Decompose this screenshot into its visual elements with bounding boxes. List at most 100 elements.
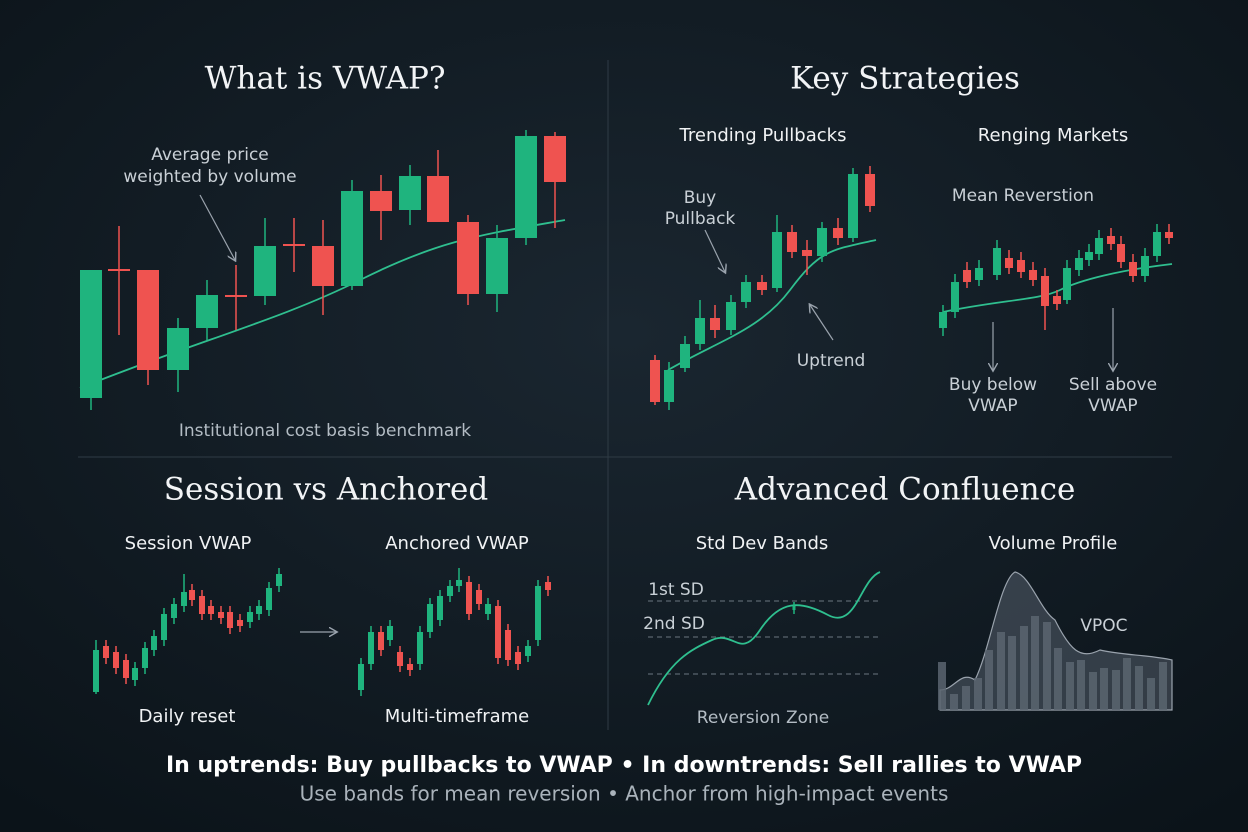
- annotation: Pullback: [665, 209, 736, 229]
- panel-title: Key Strategies: [790, 61, 1020, 97]
- candle-body: [266, 588, 272, 610]
- candle-body: [476, 590, 482, 604]
- candle-body: [368, 632, 374, 664]
- candle-body: [545, 582, 551, 590]
- candle-body: [695, 318, 705, 344]
- candle-body: [80, 270, 102, 398]
- subtitle: Renging Markets: [978, 125, 1128, 146]
- candle-body: [247, 612, 253, 622]
- candle-body: [1029, 270, 1037, 280]
- arrow: [199, 194, 235, 260]
- candle-body: [407, 664, 413, 670]
- candle-body: [680, 344, 690, 368]
- candle-body: [757, 282, 767, 290]
- candle-body: [254, 246, 276, 296]
- candle-body: [457, 222, 479, 294]
- candle-body: [1085, 252, 1093, 260]
- candle-body: [772, 232, 782, 288]
- candle-body: [387, 626, 393, 640]
- candle-body: [993, 248, 1001, 275]
- candle-body: [378, 632, 384, 650]
- candle-body: [535, 586, 541, 640]
- candle-body: [358, 664, 364, 690]
- candle-body: [181, 592, 187, 606]
- candle-body: [1153, 232, 1161, 256]
- candle-body: [276, 574, 282, 586]
- vwap-line: [647, 571, 881, 706]
- band-label: 1st SD: [648, 580, 704, 600]
- illustrations: [79, 130, 1173, 711]
- panel-title: Advanced Confluence: [734, 472, 1076, 508]
- candle-body: [525, 646, 531, 656]
- candle-body: [515, 136, 537, 238]
- candle-body: [312, 246, 334, 286]
- vwap-line: [667, 239, 877, 371]
- subtitle: Volume Profile: [989, 533, 1118, 554]
- candle-body: [196, 295, 218, 328]
- candle-body: [341, 191, 363, 286]
- annotation: Average price: [151, 145, 269, 165]
- candle-body: [370, 191, 392, 211]
- candle-body: [951, 282, 959, 312]
- volume-bar: [1077, 660, 1085, 710]
- annotation: Mean Reverstion: [952, 186, 1094, 206]
- candle-body: [710, 318, 720, 330]
- candle-body: [1117, 244, 1125, 262]
- footer-headline: In uptrends: Buy pullbacks to VWAP • In …: [166, 753, 1082, 778]
- volume-bar: [938, 662, 946, 710]
- subtitle: Session VWAP: [125, 533, 252, 554]
- candle-body: [486, 238, 508, 294]
- candle-body: [1017, 260, 1025, 272]
- candle-body: [123, 660, 129, 678]
- subtitle: Anchored VWAP: [385, 533, 529, 554]
- footer-subline: Use bands for mean reversion • Anchor fr…: [300, 782, 949, 806]
- candle-body: [208, 606, 214, 614]
- candle-body: [103, 646, 109, 658]
- candle-body: [151, 636, 157, 650]
- volume-bar: [1135, 666, 1143, 710]
- vwap-line: [942, 263, 1173, 313]
- candle-body: [1005, 258, 1013, 268]
- candle-body: [1041, 276, 1049, 306]
- candle-body: [975, 268, 983, 280]
- candle-body: [427, 176, 449, 222]
- candle-body: [515, 652, 521, 664]
- caption: Multi-timeframe: [385, 706, 530, 727]
- candle-body: [865, 174, 875, 206]
- candle-body: [485, 604, 491, 614]
- candle-body: [792, 606, 796, 610]
- annotation: Sell above: [1069, 375, 1157, 395]
- vpoc-label: VPOC: [1080, 616, 1127, 636]
- candle-body: [399, 176, 421, 210]
- candle-body: [437, 596, 443, 620]
- candle-body: [1095, 238, 1103, 254]
- panel-title: Session vs Anchored: [164, 472, 488, 508]
- candle-body: [963, 270, 971, 282]
- volume-bar: [1031, 616, 1039, 710]
- volume-bar: [997, 632, 1005, 710]
- volume-bar: [1112, 670, 1120, 710]
- candle-body: [142, 648, 148, 668]
- candle-body: [726, 302, 736, 330]
- candle-body: [283, 244, 305, 246]
- subtitle: Trending Pullbacks: [679, 125, 847, 146]
- candle-body: [817, 228, 827, 256]
- volume-bar: [1100, 668, 1108, 710]
- candle-body: [417, 632, 423, 664]
- candle-body: [1075, 258, 1083, 270]
- candle-body: [544, 136, 566, 182]
- volume-bar: [985, 650, 993, 710]
- arrow: [704, 229, 725, 272]
- candle-body: [113, 652, 119, 668]
- volume-bar: [1147, 678, 1155, 710]
- candle-body: [218, 612, 224, 618]
- candle-body: [447, 586, 453, 596]
- candle-body: [1053, 296, 1061, 304]
- candle-body: [456, 580, 462, 586]
- candle-body: [161, 614, 167, 640]
- candle-body: [833, 228, 843, 238]
- candle-body: [1165, 232, 1173, 238]
- annotation: weighted by volume: [123, 167, 296, 187]
- candle-body: [227, 612, 233, 628]
